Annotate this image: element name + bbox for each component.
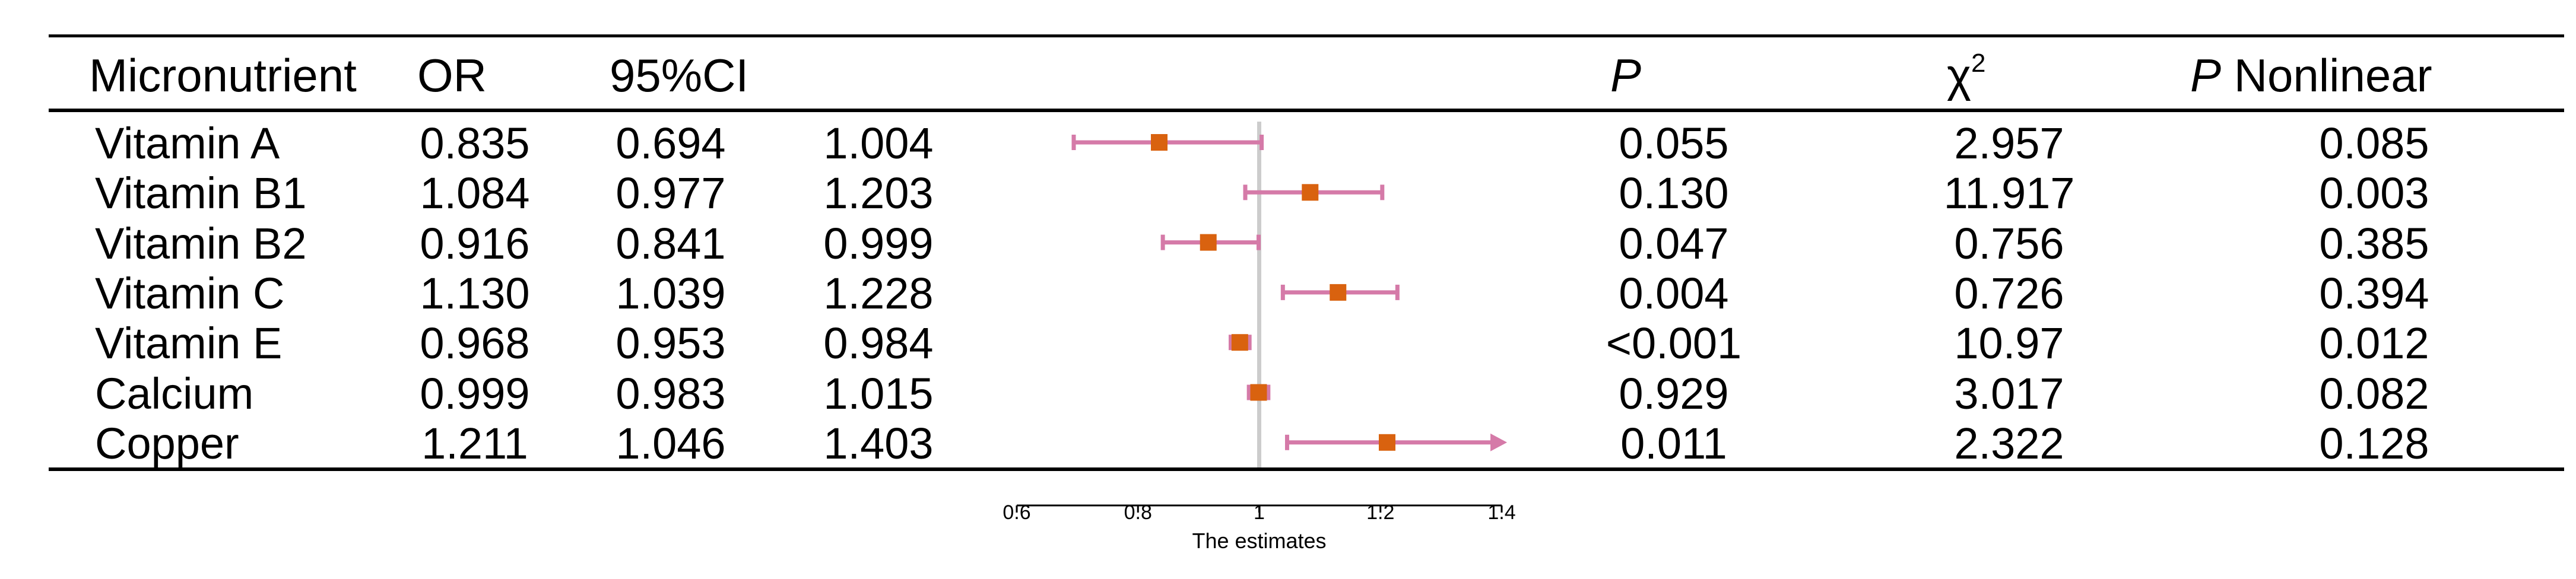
header-p: P xyxy=(1610,49,1642,101)
cell-or: 0.968 xyxy=(420,319,530,368)
bottom-rule xyxy=(49,467,2564,471)
cell-name: Vitamin C xyxy=(95,268,285,318)
cell-hi: 1.015 xyxy=(823,368,934,418)
header-p-nonlinear-p: P xyxy=(2190,49,2222,101)
cell-p: 0.004 xyxy=(1619,268,1729,318)
ci-arrow xyxy=(1490,433,1508,451)
cell-lo: 0.953 xyxy=(616,319,726,368)
x-tick-label: 1.4 xyxy=(1487,501,1515,524)
cell-chi2: 0.726 xyxy=(1954,268,2064,318)
point-estimate xyxy=(1150,134,1168,151)
cell-p: 0.929 xyxy=(1619,368,1729,418)
point-estimate xyxy=(1250,384,1267,401)
cell-name: Copper xyxy=(95,418,239,468)
cell-or: 0.999 xyxy=(420,368,530,418)
cell-name: Vitamin B1 xyxy=(95,168,307,218)
point-estimate xyxy=(1302,184,1319,201)
cell-chi2: 3.017 xyxy=(1954,368,2064,418)
point-estimate xyxy=(1330,284,1347,301)
x-axis-title: The estimates xyxy=(1192,529,1326,553)
cell-or: 1.084 xyxy=(420,168,530,218)
cell-pnl: 0.085 xyxy=(2319,119,2429,168)
cell-hi: 1.228 xyxy=(823,268,934,318)
header-rule xyxy=(49,109,2564,112)
cell-or: 1.211 xyxy=(421,418,528,468)
cell-pnl: 0.082 xyxy=(2319,368,2429,418)
cell-or: 0.916 xyxy=(420,218,530,268)
cell-hi: 0.999 xyxy=(823,218,934,268)
cell-chi2: 2.322 xyxy=(1954,418,2064,468)
cell-lo: 0.977 xyxy=(616,168,726,218)
cell-pnl: 0.128 xyxy=(2319,418,2429,468)
header-p-nonlinear-rest: Nonlinear xyxy=(2221,49,2432,101)
cell-chi2: 2.957 xyxy=(1954,119,2064,168)
cell-p: 0.130 xyxy=(1619,168,1729,218)
cell-pnl: 0.394 xyxy=(2319,268,2429,318)
header-p-nonlinear: P Nonlinear xyxy=(2190,52,2432,98)
cell-hi: 1.004 xyxy=(823,119,934,168)
cell-or: 1.130 xyxy=(420,268,530,318)
cell-lo: 1.046 xyxy=(616,418,726,468)
header-or: OR xyxy=(417,49,487,101)
top-rule xyxy=(49,34,2564,37)
header-chi-squared: χ2 xyxy=(1947,49,1986,101)
cell-lo: 0.983 xyxy=(616,368,726,418)
cell-lo: 0.694 xyxy=(616,119,726,168)
cell-p: 0.047 xyxy=(1619,218,1729,268)
cell-p: 0.011 xyxy=(1620,418,1727,468)
header-micronutrient: Micronutrient xyxy=(89,49,357,101)
cell-lo: 1.039 xyxy=(616,268,726,318)
cell-name: Vitamin A xyxy=(95,119,280,168)
cell-pnl: 0.385 xyxy=(2319,218,2429,268)
point-estimate xyxy=(1378,434,1395,451)
x-tick-label: 1.2 xyxy=(1366,501,1394,524)
point-estimate xyxy=(1200,234,1217,251)
cell-p: <0.001 xyxy=(1606,319,1742,368)
cell-hi: 1.203 xyxy=(823,168,934,218)
cell-pnl: 0.012 xyxy=(2319,319,2429,368)
cell-name: Vitamin B2 xyxy=(95,218,307,268)
cell-hi: 1.403 xyxy=(823,418,934,468)
cell-pnl: 0.003 xyxy=(2319,168,2429,218)
cell-chi2: 11.917 xyxy=(1943,168,2075,218)
cell-lo: 0.841 xyxy=(616,218,726,268)
cell-chi2: 0.756 xyxy=(1954,218,2064,268)
point-estimate xyxy=(1231,334,1248,351)
cell-hi: 0.984 xyxy=(823,319,934,368)
cell-or: 0.835 xyxy=(420,119,530,168)
cell-chi2: 10.97 xyxy=(1954,319,2064,368)
cell-name: Vitamin E xyxy=(95,319,283,368)
x-tick-label: 0.6 xyxy=(1003,501,1030,524)
x-tick-label: 1 xyxy=(1254,501,1265,524)
x-tick-label: 0.8 xyxy=(1124,501,1152,524)
chi-superscript: 2 xyxy=(1971,49,1986,78)
cell-name: Calcium xyxy=(95,368,254,418)
cell-p: 0.055 xyxy=(1619,119,1729,168)
header-ci: 95%CI xyxy=(610,49,749,101)
chi-symbol: χ xyxy=(1947,49,1971,101)
